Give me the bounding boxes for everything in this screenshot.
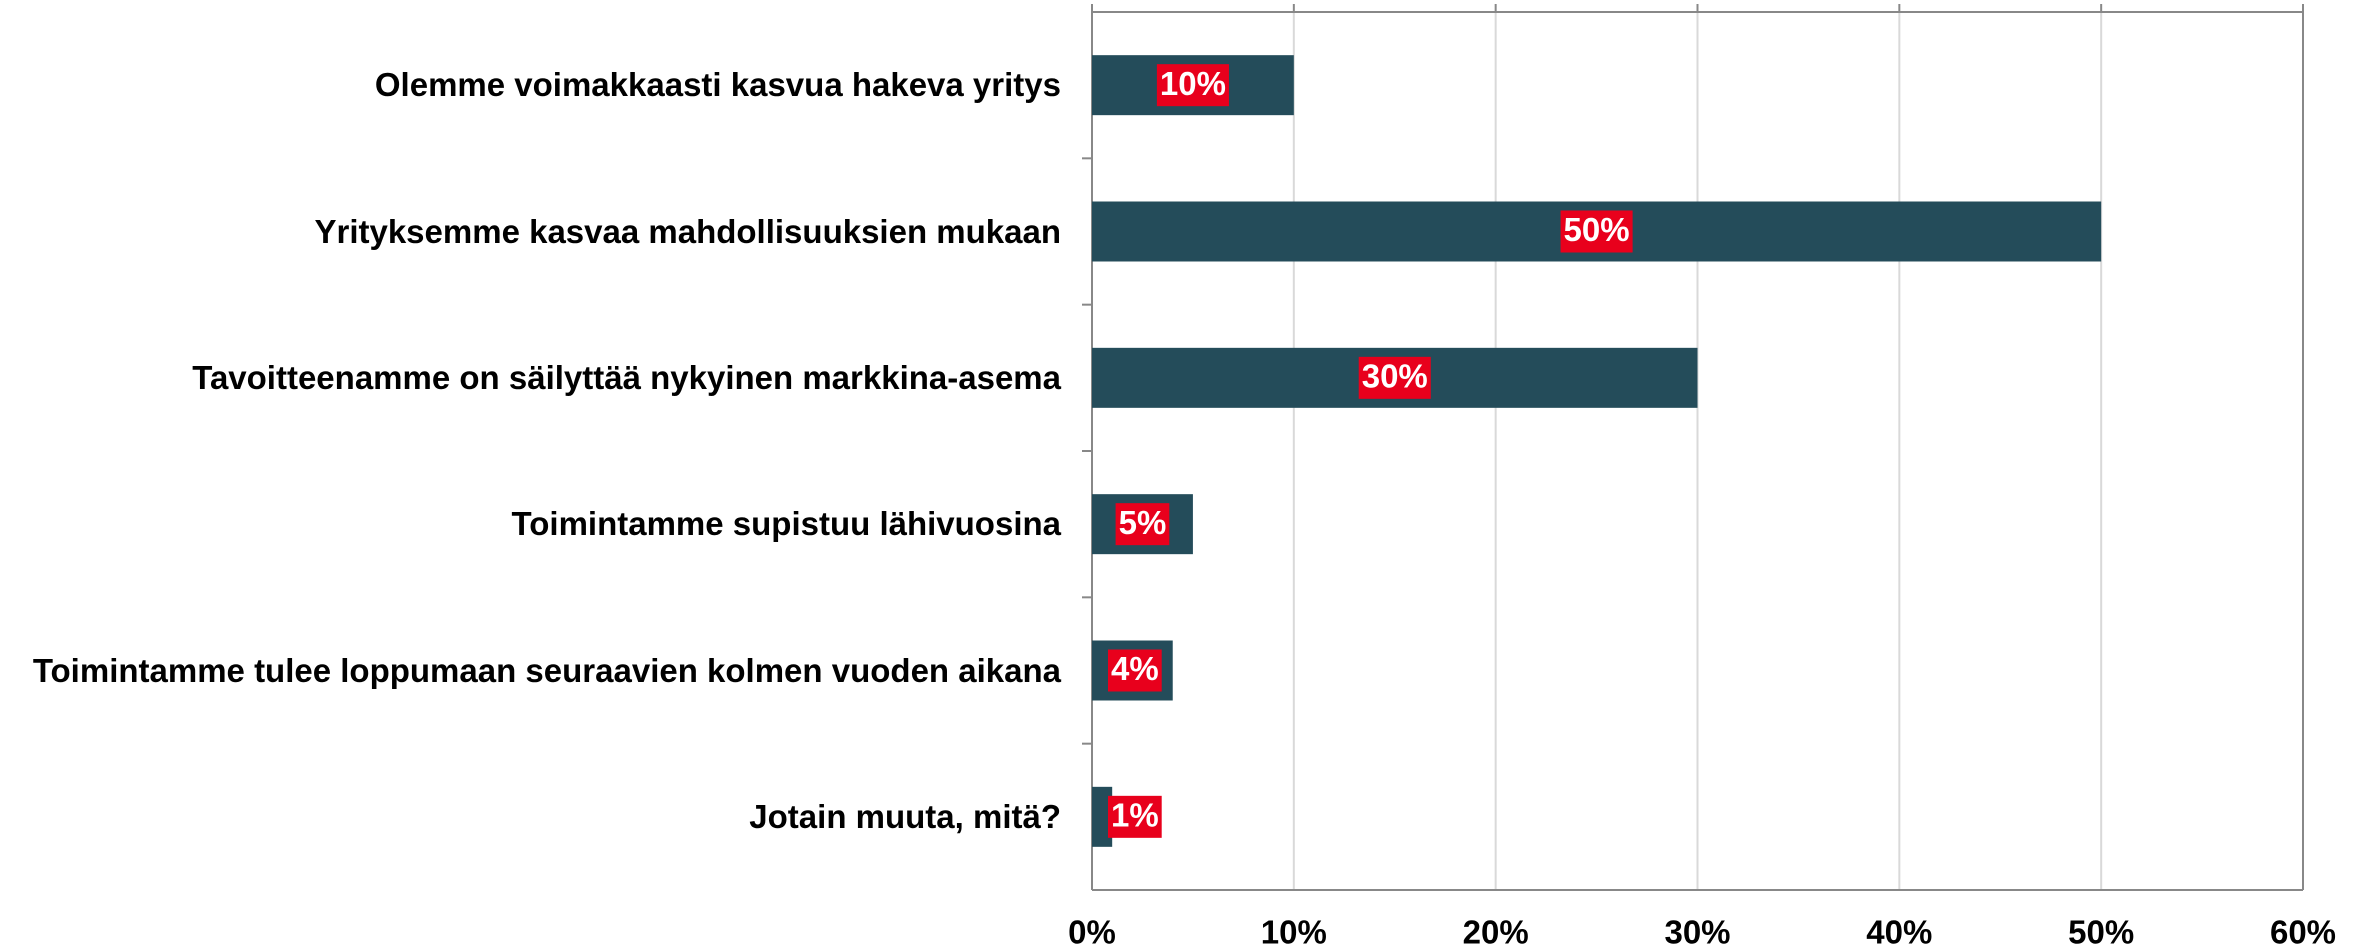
category-label: Olemme voimakkaasti kasvua hakeva yritys	[374, 66, 1061, 104]
x-tick-label: 20%	[1463, 914, 1529, 950]
category-label: Yrityksemme kasvaa mahdollisuuksien muka…	[314, 212, 1061, 250]
value-label: 5%	[1119, 504, 1167, 541]
x-tick-label: 10%	[1261, 914, 1327, 950]
value-label: 10%	[1160, 65, 1226, 102]
category-label: Toimintamme supistuu lähivuosina	[511, 505, 1061, 543]
x-tick-label: 60%	[2270, 914, 2336, 950]
x-tick-label: 30%	[1664, 914, 1730, 950]
value-label: 4%	[1111, 650, 1159, 687]
value-label-bg	[1560, 210, 1633, 253]
x-tick-label: 40%	[1866, 914, 1932, 950]
value-label-bg	[1108, 649, 1162, 692]
x-tick-label: 0%	[1068, 914, 1116, 950]
value-label-bg	[1156, 64, 1229, 107]
value-label: 50%	[1564, 211, 1630, 248]
value-label-bg	[1358, 356, 1431, 399]
x-tick-label: 50%	[2068, 914, 2134, 950]
value-label: 30%	[1362, 358, 1428, 395]
value-label-bg	[1115, 503, 1170, 546]
category-label: Jotain muuta, mitä?	[749, 797, 1061, 835]
value-label: 1%	[1111, 797, 1159, 834]
category-label: Tavoitteenamme on säilyttää nykyinen mar…	[192, 358, 1061, 396]
category-label: Toimintamme tulee loppumaan seuraavien k…	[32, 651, 1061, 689]
value-label-bg	[1108, 795, 1162, 838]
bar	[1092, 786, 1113, 847]
